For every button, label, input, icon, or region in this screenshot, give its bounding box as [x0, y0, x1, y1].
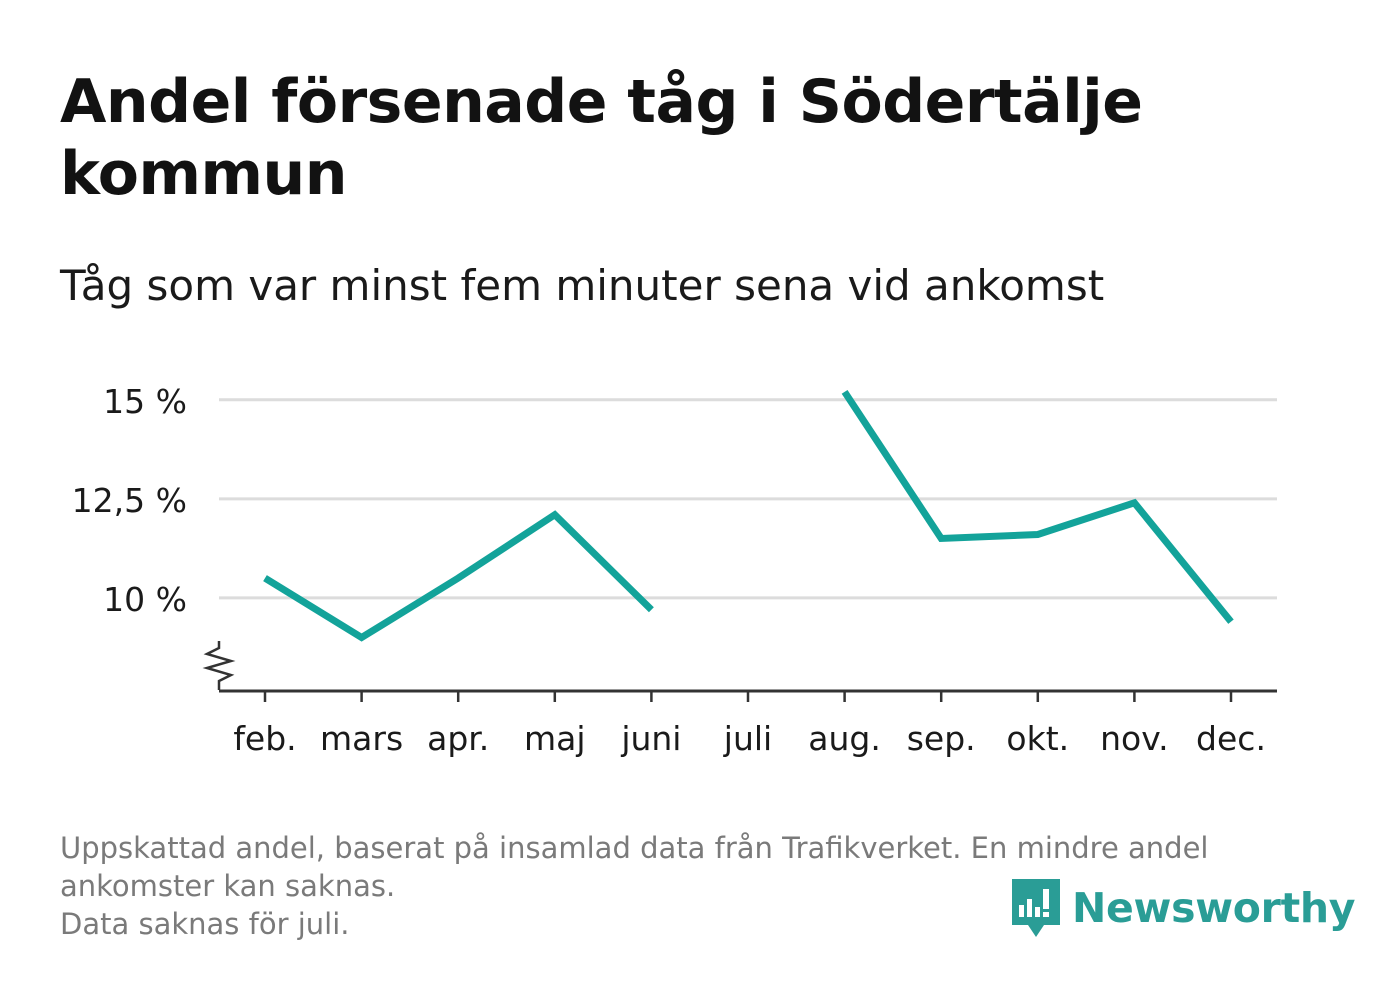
series-line: [841, 389, 1234, 624]
y-tick-label: 15 %: [103, 382, 187, 421]
x-axis: [219, 689, 1277, 702]
y-axis-tick-labels: 10 % 12,5 % 15 %: [72, 382, 187, 619]
brand-name: Newsworthy: [1072, 884, 1356, 932]
x-tick-label: aug.: [808, 719, 881, 758]
x-tick-label: dec.: [1196, 719, 1266, 758]
x-tick-label: okt.: [1006, 719, 1069, 758]
x-axis-tick-labels: feb. mars apr. maj juni juli aug. sep. okt. nov. d…: [233, 719, 1266, 758]
y-tick-label: 10 %: [103, 580, 187, 619]
x-tick-label: mars: [320, 719, 403, 758]
footnote-line-1: Uppskattad andel, baserat på insamlad da…: [60, 831, 1209, 865]
chart-title: Andel försenade tåg i Södertälje kommun: [60, 67, 1143, 209]
y-tick-label: 12,5 %: [72, 481, 187, 520]
series-lines: [263, 389, 1234, 642]
footnote: Uppskattad andel, baserat på insamlad da…: [60, 829, 1310, 943]
chart-subtitle: Tåg som var minst fem minuter sena vid a…: [60, 261, 1105, 310]
x-tick-label: maj: [524, 719, 586, 758]
footnote-line-3: Data saknas för juli.: [60, 907, 350, 941]
x-tick-label: juni: [620, 719, 681, 758]
x-tick-label: feb.: [233, 719, 296, 758]
x-tick-label: sep.: [907, 719, 976, 758]
gridlines: [219, 398, 1277, 600]
x-tick-label: nov.: [1100, 719, 1169, 758]
newsworthy-logo[interactable]: Newsworthy: [1010, 875, 1355, 941]
x-tick-label: apr.: [427, 719, 489, 758]
x-tick-label: juli: [723, 719, 772, 758]
footnote-line-2: ankomster kan saknas.: [60, 869, 396, 903]
newsworthy-logo-icon: [1012, 879, 1060, 937]
series-line: [263, 510, 654, 642]
axis-break-icon: [202, 641, 236, 690]
